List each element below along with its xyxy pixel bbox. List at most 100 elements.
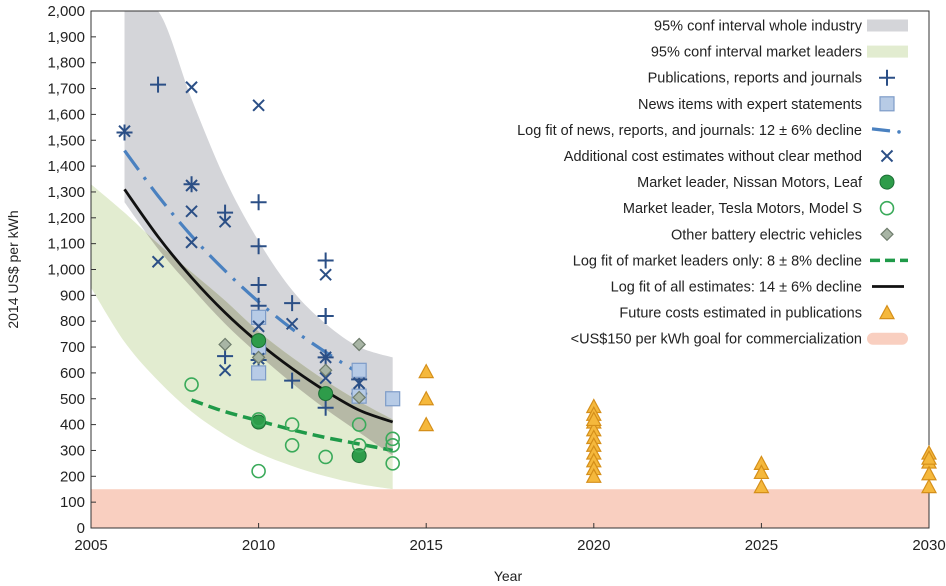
data-point-square [251, 365, 267, 381]
data-point-diamond [352, 337, 367, 352]
legend-swatch [867, 19, 908, 32]
x-tick-label: 2010 [242, 537, 275, 554]
data-point-diamond [318, 363, 333, 378]
legend-marker-open-circle [879, 200, 895, 216]
data-point-cross [218, 215, 232, 228]
legend-label: Log fit of market leaders only: 8 ± 8% d… [573, 253, 862, 269]
data-point-plus [284, 372, 301, 389]
data-point-filled-circle [318, 386, 334, 402]
data-point-open-circle [318, 449, 333, 465]
y-tick-label: 900 [60, 287, 85, 304]
series-cross [118, 81, 366, 390]
data-point-cross [319, 371, 332, 385]
y-tick-label: 1,900 [47, 29, 85, 46]
data-point-cross [319, 268, 332, 281]
band-clip-group [91, 11, 393, 490]
data-point-filled-circle [251, 333, 267, 349]
legend-label: 95% conf interval market leaders [651, 45, 862, 61]
data-point-open-circle [251, 412, 266, 427]
series-square [251, 309, 401, 407]
y-tick-label: 100 [60, 494, 85, 511]
data-point-cross [218, 364, 232, 377]
confidence-bands [91, 11, 929, 528]
data-point-open-circle [251, 463, 266, 479]
series-triangle [418, 363, 938, 494]
data-point-cross [151, 255, 165, 268]
legend-swatch [867, 332, 908, 345]
data-point-open-circle [284, 437, 300, 453]
legend-item: Log fit of news, reports, and journals: … [517, 123, 901, 139]
data-point-open-circle [284, 417, 300, 432]
legend-label: 95% conf interval whole industry [654, 19, 863, 35]
legend-item: Log fit of market leaders only: 8 ± 8% d… [573, 253, 908, 269]
y-tick-label: 1,400 [47, 158, 85, 175]
data-point-plus [284, 295, 301, 312]
data-point-filled-circle [251, 414, 267, 430]
data-point-plus [150, 76, 167, 93]
data-point-diamond [251, 350, 266, 365]
axes: 0 100 200 300 400 500 600 700 800 900 1,000 1,100 1,… [5, 3, 946, 584]
data-point-open-circle [351, 437, 367, 453]
y-tick-label: 1,600 [47, 106, 85, 123]
data-point-cross [252, 320, 265, 333]
y-tick-label: 1,800 [47, 55, 85, 72]
legend-marker-square [879, 96, 895, 112]
data-point-triangle [585, 468, 602, 483]
legend-marker-plus [879, 69, 895, 86]
data-point-triangle [418, 416, 435, 432]
data-point-square [351, 362, 367, 378]
legend-marker-cross [880, 149, 894, 163]
data-point-diamond [352, 390, 367, 405]
legend-item: Market leader, Tesla Motors, Model S [623, 200, 895, 217]
legend-marker-filled-circle [879, 174, 895, 190]
y-tick-label: 1,300 [47, 184, 85, 201]
data-point-cross [185, 205, 198, 218]
x-tick-label: 2005 [74, 537, 107, 554]
legend-marker-triangle [878, 304, 896, 320]
data-point-plus [250, 194, 267, 211]
data-point-open-circle [351, 417, 367, 432]
series-diamond [218, 337, 367, 405]
data-point-cross [319, 351, 332, 364]
data-points [116, 76, 938, 494]
y-tick-label: 800 [60, 313, 85, 330]
x-tick-label: 2015 [410, 537, 443, 554]
data-point-triangle [585, 411, 602, 427]
legend-label: Log fit of all estimates: 14 ± 6% declin… [611, 280, 862, 296]
y-tick-label: 2,000 [47, 3, 85, 20]
data-point-cross [185, 179, 198, 192]
data-point-triangle [753, 478, 770, 494]
legend-item: Publications, reports and journals [648, 69, 895, 87]
legend-item: 95% conf interval market leaders [651, 45, 908, 61]
legend-item: News items with expert statements [638, 96, 895, 113]
legend-swatch [871, 127, 891, 133]
legend-label: Market leader, Tesla Motors, Model S [623, 201, 862, 217]
legend-item: Other battery electric vehicles [671, 227, 894, 243]
legend-label: News items with expert statements [638, 97, 862, 113]
legend-label: Future costs estimated in publications [619, 306, 862, 322]
data-point-square [251, 309, 267, 325]
legend-swatch-dot [897, 130, 901, 134]
x-tick-label: 2030 [912, 537, 945, 554]
legend: 95% conf interval whole industry 95% conf… [517, 19, 908, 348]
data-point-open-circle [184, 377, 199, 392]
y-axis-title: 2014 US$ per kWh [5, 210, 21, 328]
data-point-plus [250, 277, 267, 294]
legend-label: <US$150 per kWh goal for commercializati… [571, 332, 862, 348]
legend-swatch [867, 45, 908, 58]
fit-line-dash-green [190, 398, 394, 453]
data-point-cross [285, 317, 299, 330]
y-tick-label: 1,200 [47, 210, 85, 227]
y-tick-label: 500 [60, 391, 85, 408]
data-point-triangle [418, 390, 435, 406]
legend-item: Log fit of all estimates: 14 ± 6% declin… [611, 280, 904, 296]
data-point-triangle [920, 449, 938, 465]
legend-item: Future costs estimated in publications [619, 304, 896, 322]
legend-label: Publications, reports and journals [648, 71, 862, 87]
y-tick-label: 1,700 [47, 81, 85, 98]
fit-line-dashdot-blue [123, 149, 361, 375]
y-tick-label: 300 [60, 442, 85, 459]
x-tick-label: 2025 [745, 537, 778, 554]
